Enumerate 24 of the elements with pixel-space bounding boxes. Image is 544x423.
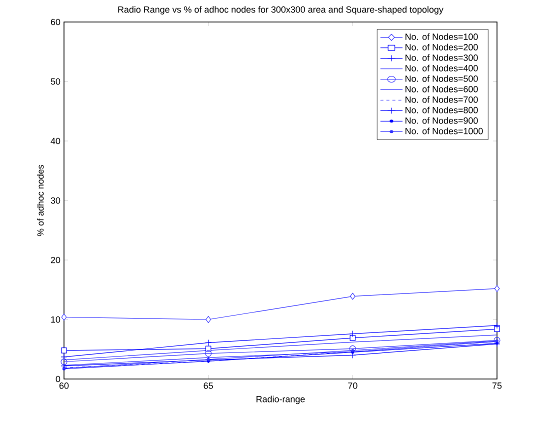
y-tick-label: 60 <box>50 18 60 26</box>
y-tick-label: 10 <box>51 316 60 323</box>
y-tick-label: 30 <box>50 197 60 204</box>
legend-label: No. of Nodes=100 <box>406 33 478 40</box>
legend-label: No. of Nodes=1000 <box>406 128 483 134</box>
y-tick-label: 0 <box>56 376 60 382</box>
legend-label: No. of Nodes=400 <box>406 64 478 72</box>
y-tick-label: 20 <box>50 256 60 264</box>
chart-title: Radio Range vs % of adhoc nodes for 300x300 area and Square-shaped topology <box>118 6 444 14</box>
x-axis-title: Radio-range <box>256 396 305 404</box>
legend-label: No. of Nodes=700 <box>406 96 478 103</box>
y-axis-title: % of adhoc nodes <box>37 164 44 236</box>
legend-label: No. of Nodes=800 <box>406 106 478 114</box>
legend-label: No. of Nodes=200 <box>406 44 478 50</box>
x-tick-label: 65 <box>204 382 213 389</box>
legend-label: No. of Nodes=900 <box>406 117 478 124</box>
x-tick-label: 60 <box>59 382 69 389</box>
y-tick-label: 40 <box>50 138 60 144</box>
legend-label: No. of Nodes=600 <box>406 86 478 92</box>
legend-label: No. of Nodes=500 <box>406 75 478 82</box>
x-tick-label: 70 <box>348 382 358 389</box>
x-tick-label: 75 <box>492 382 502 389</box>
y-tick-label: 50 <box>50 78 60 85</box>
legend-label: No. of Nodes=300 <box>406 54 478 61</box>
